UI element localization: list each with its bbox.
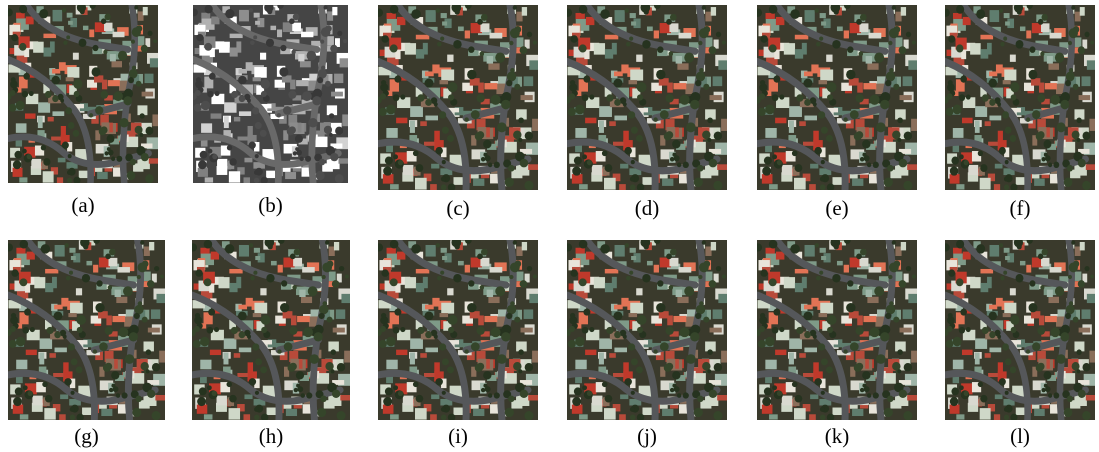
- caption: (f): [1010, 196, 1031, 220]
- aerial-image: [564, 2, 731, 195]
- caption: (k): [825, 424, 850, 448]
- aerial-image: [375, 2, 542, 195]
- caption: (h): [259, 424, 284, 448]
- caption: (b): [258, 193, 283, 217]
- caption: (l): [1010, 424, 1030, 448]
- aerial-image: [189, 237, 354, 425]
- figure: (a) (b) (c) (d) (e) (f) (g) (h) (i) (j) (k) (l): [0, 0, 1099, 452]
- aerial-image: [754, 237, 921, 425]
- aerial-image: [564, 237, 731, 425]
- caption: (i): [448, 424, 468, 448]
- aerial-image: [5, 2, 162, 188]
- caption: (a): [71, 193, 94, 217]
- aerial-image: [190, 2, 352, 188]
- caption: (e): [825, 196, 848, 220]
- aerial-image: [942, 2, 1099, 195]
- aerial-image: [5, 237, 169, 425]
- aerial-image: [754, 2, 921, 195]
- caption: (j): [637, 424, 657, 448]
- aerial-image: [375, 237, 542, 425]
- caption: (g): [74, 424, 99, 448]
- caption: (c): [446, 196, 469, 220]
- caption: (d): [635, 196, 660, 220]
- aerial-image: [942, 237, 1099, 425]
